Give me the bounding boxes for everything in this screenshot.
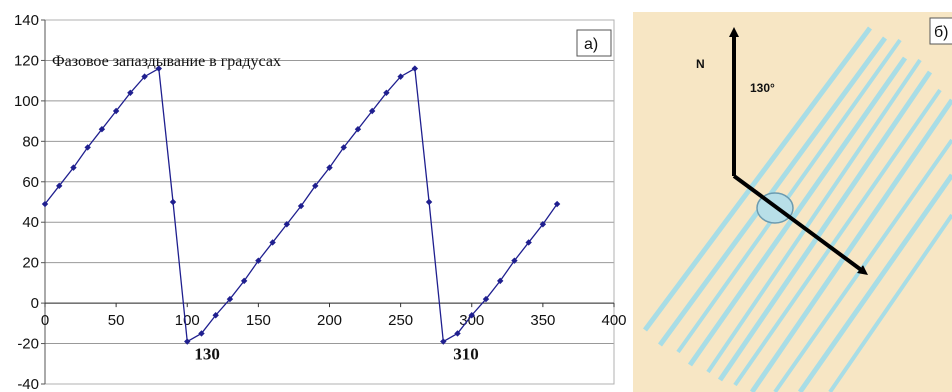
y-tick-label: 20 xyxy=(22,255,39,272)
panel-b-label-box xyxy=(929,17,952,45)
fracture-line xyxy=(657,36,888,347)
y-tick-label: 120 xyxy=(14,52,39,69)
data-point xyxy=(112,107,120,115)
fracture-line xyxy=(676,38,902,354)
y-tick-label: 60 xyxy=(22,174,39,191)
data-point xyxy=(127,89,134,96)
panel-label-a: а) xyxy=(584,36,598,53)
fracture-line xyxy=(642,26,873,332)
y-tick-label: 40 xyxy=(22,214,39,231)
data-point xyxy=(255,257,262,264)
data-point xyxy=(397,73,404,80)
data-point xyxy=(56,182,63,190)
data-point xyxy=(70,164,77,171)
data-point xyxy=(155,65,162,72)
data-point xyxy=(240,277,248,285)
fracture-line xyxy=(687,56,908,367)
fracture-line xyxy=(733,88,942,387)
x-tick-label: 400 xyxy=(601,312,626,329)
data-point xyxy=(425,198,433,206)
data-point xyxy=(497,277,504,285)
fracture-line xyxy=(749,98,952,392)
data-point xyxy=(454,330,461,337)
y-tick-label: 0 xyxy=(31,295,39,312)
data-point xyxy=(468,312,475,319)
fracture-line xyxy=(828,213,952,392)
data-point xyxy=(141,73,148,80)
data-point xyxy=(283,221,291,228)
fracture-lines xyxy=(642,26,952,392)
y-tick-label: 100 xyxy=(14,93,39,110)
data-point xyxy=(482,295,490,303)
direction-arrow xyxy=(732,174,869,275)
annotation-label: 310 xyxy=(453,345,479,364)
data-point xyxy=(354,126,362,133)
panel-label-box xyxy=(576,29,612,57)
series-layer xyxy=(41,65,561,345)
x-tick-label: 300 xyxy=(459,312,484,329)
y-tick-label: -40 xyxy=(17,376,39,392)
data-point xyxy=(184,338,191,345)
fracture-line xyxy=(797,173,952,392)
data-point xyxy=(340,144,347,151)
panel-label-b: б) xyxy=(934,24,949,41)
fracture-line xyxy=(717,70,933,382)
data-point xyxy=(553,200,561,208)
annotation-label: 130 xyxy=(194,345,220,364)
data-point xyxy=(511,257,518,264)
x-tick-label: 50 xyxy=(108,312,125,329)
data-point xyxy=(269,239,276,246)
x-tick-label: 200 xyxy=(317,312,342,329)
data-point xyxy=(212,312,219,319)
data-point xyxy=(297,202,305,210)
data-point xyxy=(368,107,376,115)
x-tick-label: 250 xyxy=(388,312,413,329)
angle-label: 130° xyxy=(750,81,775,95)
x-tick-label: 150 xyxy=(246,312,271,329)
x-tick-label: 100 xyxy=(175,312,200,329)
data-point xyxy=(411,65,419,72)
x-tick-label: 350 xyxy=(530,312,555,329)
data-point xyxy=(84,144,91,151)
x-tick-label: 0 xyxy=(41,312,49,329)
data-point xyxy=(41,200,49,208)
chart-title: Фазовое запаздывание в градусах xyxy=(52,53,281,70)
data-point xyxy=(383,89,390,96)
y-tick-label: 80 xyxy=(22,133,39,150)
y-tick-labels: -40 -20 0 20 40 60 80 100 120 140 xyxy=(14,12,45,392)
data-point xyxy=(198,330,205,337)
data-point xyxy=(326,164,333,171)
data-point xyxy=(539,221,547,228)
y-tick-label: 140 xyxy=(14,12,39,29)
data-point xyxy=(312,182,319,190)
fracture-line xyxy=(706,58,922,374)
y-tick-label: -20 xyxy=(17,336,39,353)
data-point xyxy=(226,295,234,303)
data-point xyxy=(525,239,532,246)
data-point xyxy=(169,198,177,206)
data-point xyxy=(440,338,447,345)
data-point xyxy=(98,126,106,133)
north-label: N xyxy=(696,57,705,71)
annotations-layer: 130 310 xyxy=(194,345,478,364)
x-tick-labels: 0 50 100 150 200 250 300 350 400 xyxy=(41,303,627,329)
